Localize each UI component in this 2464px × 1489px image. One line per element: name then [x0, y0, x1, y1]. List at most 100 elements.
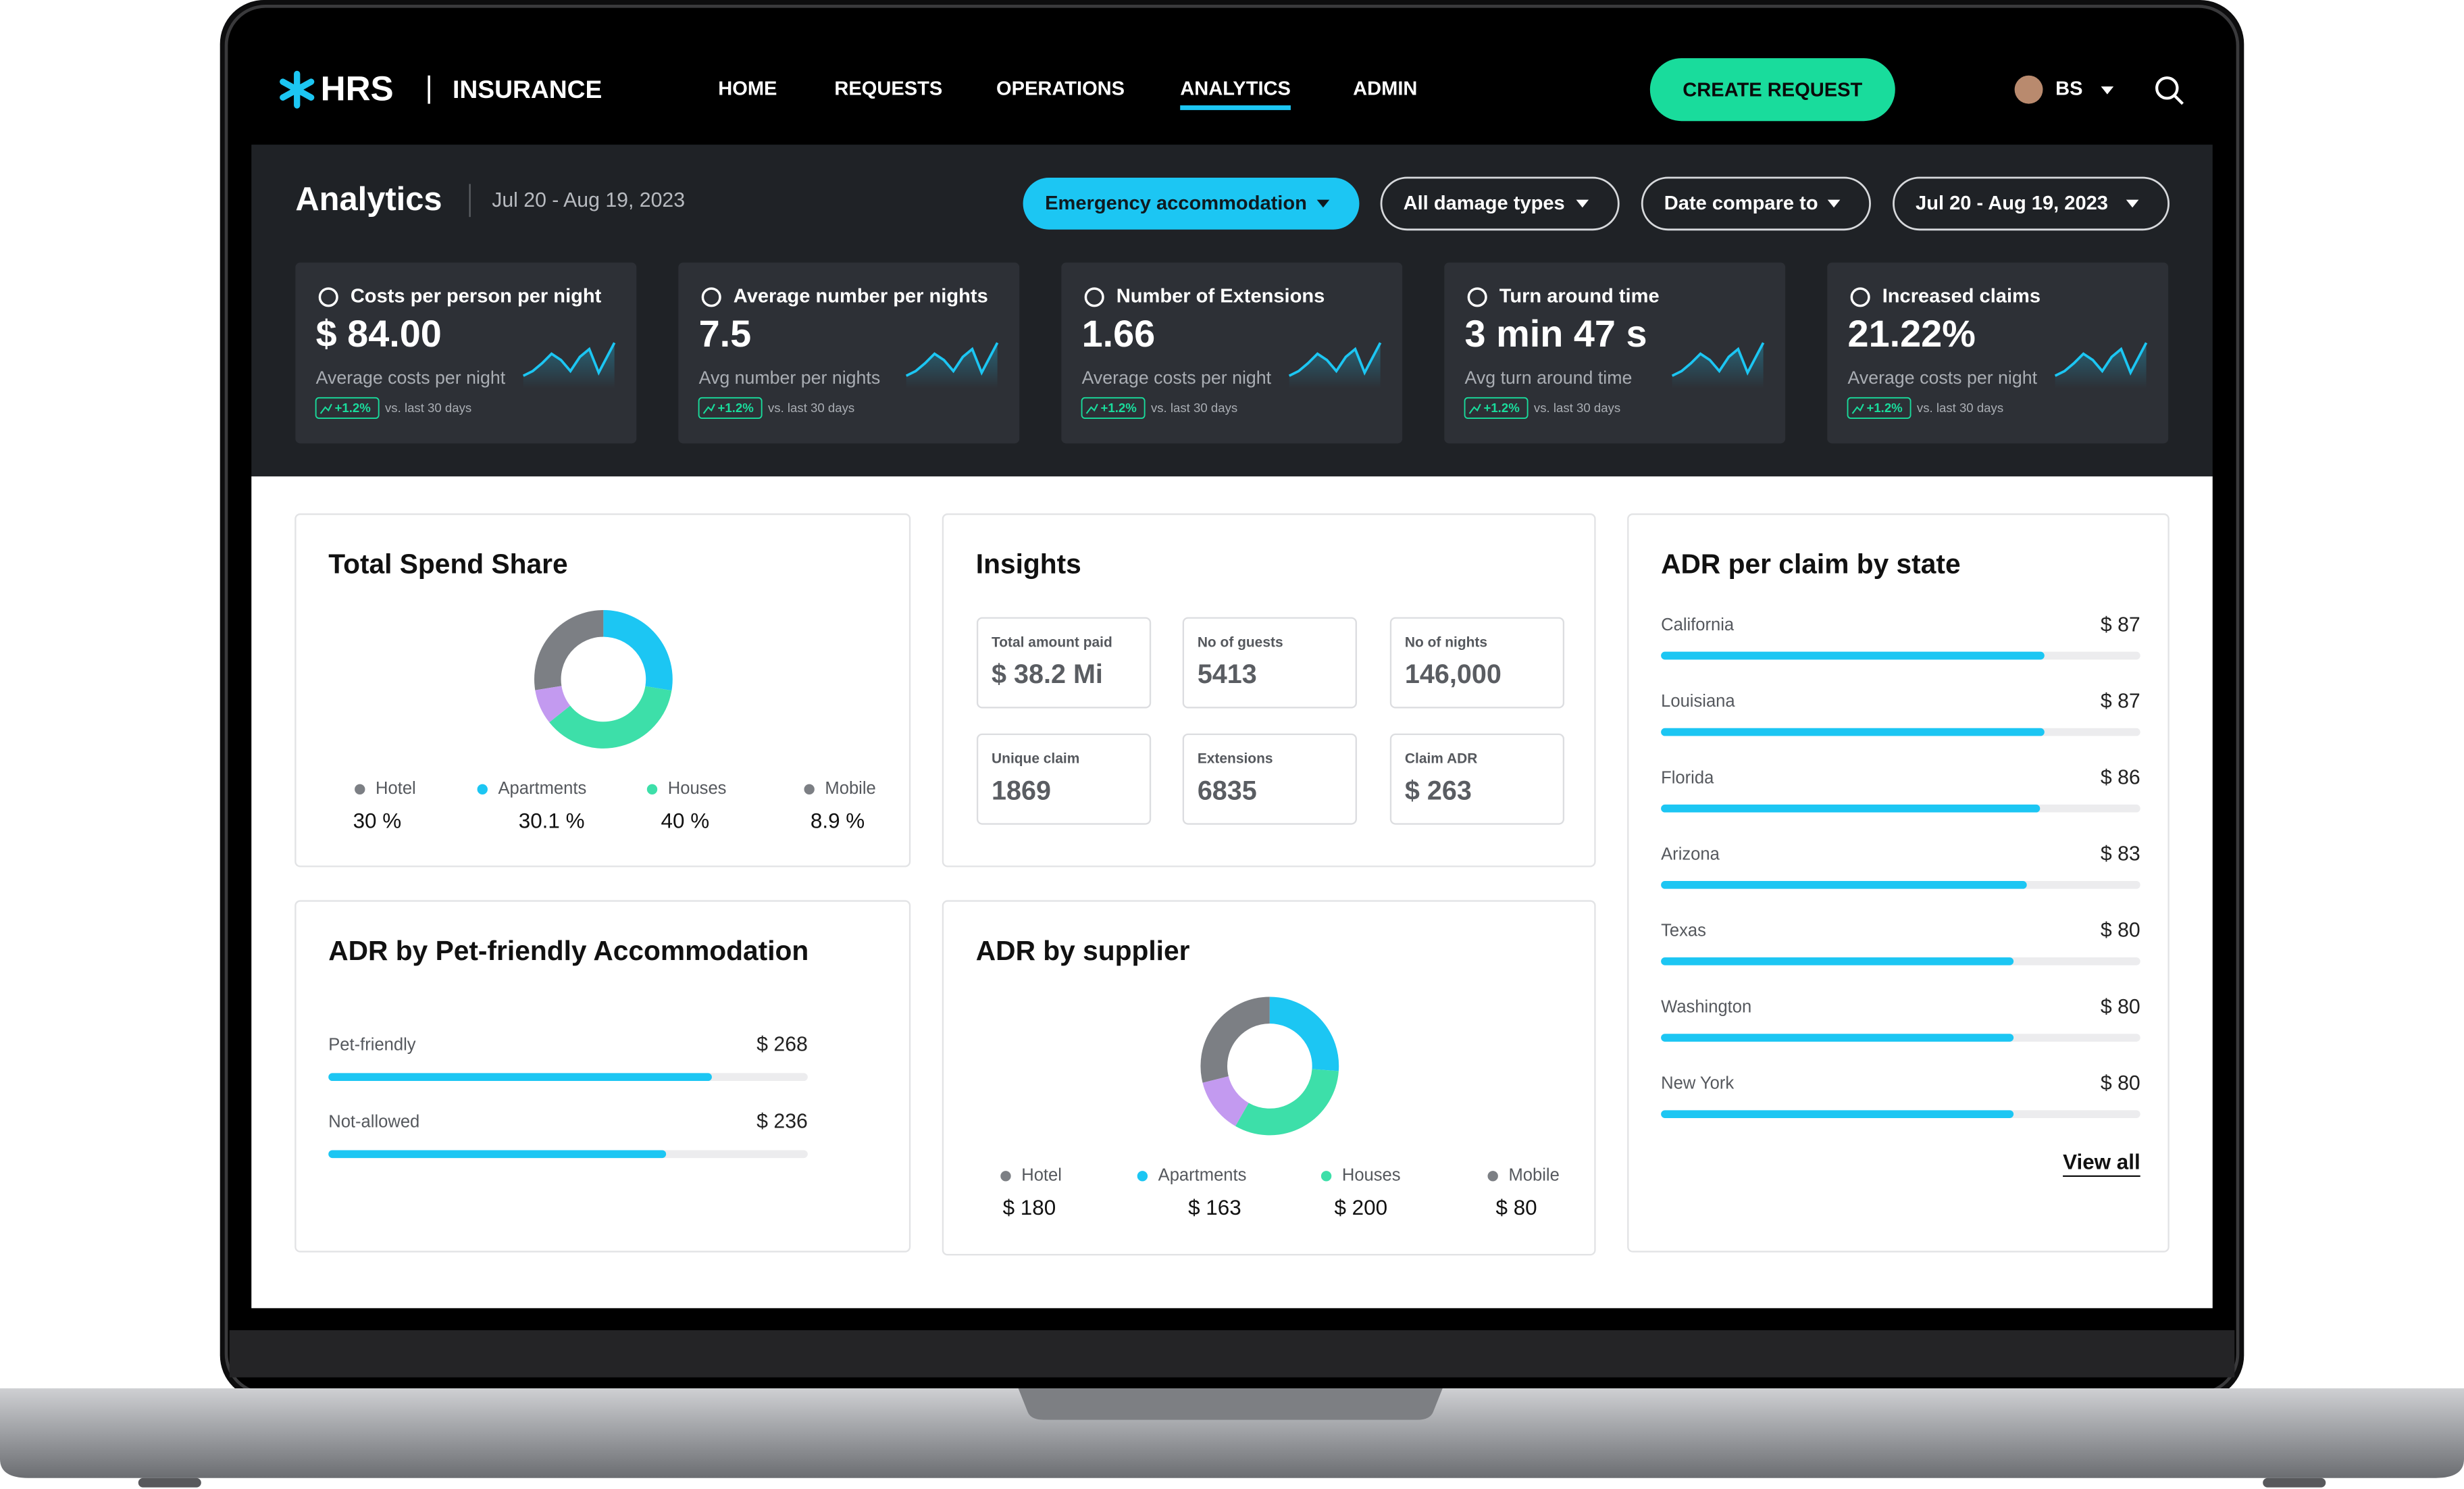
panel-title: Total Spend Share: [328, 549, 567, 580]
trend-icon: [1085, 403, 1098, 414]
sparkline-area: [2055, 343, 2147, 388]
search-icon[interactable]: [2155, 76, 2179, 100]
insight-value: $ 263: [1405, 776, 1472, 805]
change-badge: [1081, 397, 1146, 420]
kpi-title: Number of Extensions: [1116, 286, 1325, 307]
change-value: +1.2%: [1101, 401, 1137, 415]
sparkline-line: [1288, 342, 1382, 377]
search-icon: [2174, 95, 2184, 105]
bar-value: $ 87: [2101, 613, 2140, 636]
sparkline-line: [1671, 342, 1765, 377]
create-request-button[interactable]: [1649, 58, 1895, 122]
insight-label: Claim ADR: [1405, 751, 1477, 767]
kpi-icon: [318, 287, 338, 307]
filter-label[interactable]: All damage types: [1404, 193, 1565, 214]
bar-value: $ 83: [2101, 843, 2140, 865]
kpi-value: 1.66: [1082, 312, 1156, 355]
bar-value: $ 86: [2101, 766, 2140, 788]
bar-label: Washington: [1661, 998, 1751, 1017]
kpi-card: [1061, 262, 1403, 444]
kpi-icon: [1850, 287, 1870, 307]
legend-label: Apartments: [498, 779, 587, 798]
bar: [328, 1150, 667, 1159]
insight-card: [976, 617, 1152, 709]
dropdown-caret: [2126, 199, 2139, 208]
insight-value: 6835: [1198, 776, 1257, 805]
insight-label: No of guests: [1198, 634, 1283, 650]
change-caption: vs. last 30 days: [1917, 401, 2003, 415]
nav-link[interactable]: ANALYTICS: [1180, 78, 1291, 99]
panel-title: ADR by supplier: [976, 935, 1190, 966]
kpi-value: 3 min 47 s: [1465, 312, 1647, 355]
button-label[interactable]: CREATE REQUEST: [1683, 80, 1862, 101]
panel-title: ADR per claim by state: [1661, 549, 1960, 580]
ui: HRS INSURANCE HOME REQUESTS OPERATIONS ANALYT…: [280, 58, 2184, 1256]
kpi-value: $ 84.00: [316, 312, 442, 355]
insight-card: [1182, 733, 1357, 825]
panel: [294, 513, 911, 867]
dropdown-caret[interactable]: [2101, 86, 2114, 95]
product-name: INSURANCE: [453, 75, 602, 103]
change-caption: vs. last 30 days: [1151, 401, 1237, 415]
sparkline-line: [2054, 342, 2148, 377]
donut-segment: [534, 610, 605, 690]
legend-value: 40 %: [661, 809, 710, 832]
trend-icon: [319, 403, 332, 414]
kpi-title: Costs per person per night: [351, 286, 602, 307]
legend-dot: [355, 784, 365, 795]
sparkline-line: [522, 342, 616, 377]
change-badge: [1847, 397, 1911, 420]
legend-dot: [1000, 1171, 1011, 1182]
sparkline: [1288, 342, 1382, 388]
change-value: +1.2%: [335, 401, 371, 415]
legend-label: Houses: [668, 779, 727, 798]
kpi-title: Turn around time: [1499, 286, 1660, 307]
filter-label[interactable]: Emergency accommodation: [1045, 193, 1307, 214]
donut-segment: [1235, 1068, 1339, 1136]
donut-segment: [602, 610, 673, 691]
kpi-value: 7.5: [699, 312, 752, 355]
filter-label[interactable]: Date compare to: [1664, 193, 1818, 214]
nav-link[interactable]: OPERATIONS: [996, 78, 1125, 99]
change-caption: vs. last 30 days: [768, 401, 854, 415]
change-badge: [315, 397, 380, 420]
sparkline-line: [905, 342, 999, 377]
legend-value: $ 80: [1496, 1196, 1537, 1219]
nav-link[interactable]: ADMIN: [1353, 78, 1417, 99]
filter-dropdown[interactable]: [1380, 176, 1620, 231]
insight-value: 146,000: [1405, 659, 1502, 689]
kpi-title: Increased claims: [1882, 286, 2040, 307]
filter-dropdown[interactable]: [1641, 176, 1871, 231]
legend-value: $ 163: [1188, 1196, 1241, 1219]
legend-value: $ 180: [1003, 1196, 1056, 1219]
nav-link[interactable]: HOME: [718, 78, 777, 99]
insight-card: [976, 733, 1152, 825]
kpi-value: 21.22%: [1848, 312, 1976, 355]
sparkline-area: [1672, 343, 1764, 388]
panel-title: Insights: [976, 549, 1081, 580]
legend-label: Hotel: [1021, 1166, 1062, 1185]
sparkline-area: [1289, 343, 1381, 388]
change-value: +1.2%: [1483, 401, 1520, 415]
legend-dot: [1487, 1171, 1498, 1182]
sparkline: [1671, 342, 1765, 388]
nav-link[interactable]: REQUESTS: [834, 78, 942, 99]
bar: [1661, 1034, 2014, 1042]
insight-card: [1182, 617, 1357, 709]
kpi-card: [295, 262, 637, 444]
change-value: +1.2%: [1866, 401, 1903, 415]
filter-dropdown[interactable]: [1023, 177, 1360, 230]
view-all-link[interactable]: View all: [2063, 1151, 2140, 1174]
avatar[interactable]: [2014, 75, 2043, 104]
legend-dot: [646, 784, 658, 795]
donut-segment: [1202, 1076, 1250, 1126]
bar: [1661, 804, 2040, 813]
bar: [328, 1073, 712, 1082]
insight-label: Extensions: [1198, 751, 1273, 767]
legend-value: $ 200: [1334, 1196, 1387, 1219]
filter-label[interactable]: Jul 20 - Aug 19, 2023: [1916, 193, 2108, 214]
filter-dropdown[interactable]: [1893, 176, 2170, 231]
panel: [942, 900, 1596, 1256]
